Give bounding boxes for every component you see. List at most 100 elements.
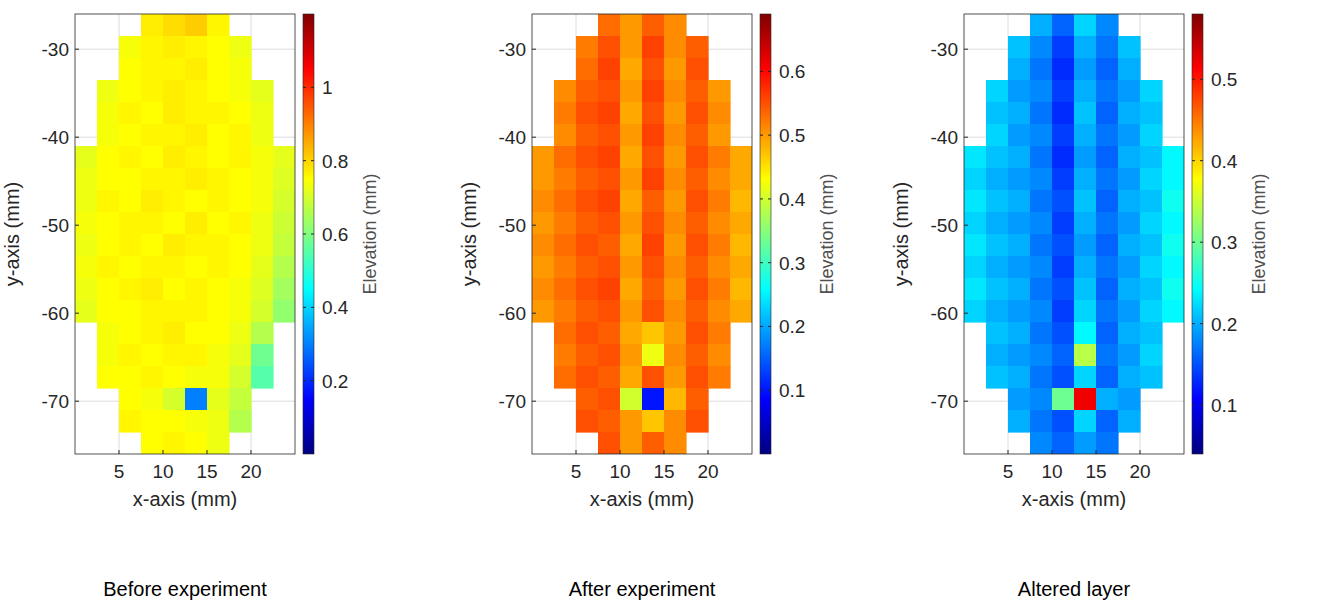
cell (207, 432, 230, 454)
cell (1118, 168, 1141, 191)
tick-label: 10 (609, 461, 630, 482)
cell (1096, 36, 1119, 59)
colorbar-tick (1192, 242, 1195, 243)
colorbar-tick (760, 71, 763, 72)
cell (686, 278, 709, 301)
cell (1118, 388, 1141, 411)
cell (1074, 190, 1097, 213)
cell (730, 278, 752, 301)
cell (532, 278, 555, 301)
cell (986, 234, 1009, 257)
cell (598, 388, 621, 411)
colorbar-tick-label: 0.3 (1211, 232, 1237, 253)
colorbar-tick (303, 307, 306, 308)
tick (620, 450, 621, 454)
cell (986, 168, 1009, 191)
axis-title: x-axis (mm) (133, 488, 237, 510)
tick-label: -70 (931, 391, 958, 412)
cell (75, 256, 98, 279)
cell (1030, 80, 1053, 103)
cell (686, 146, 709, 169)
cell (554, 190, 577, 213)
cell (163, 432, 186, 454)
tick (964, 225, 968, 226)
cell (1008, 190, 1031, 213)
cell (708, 146, 731, 169)
cell (1030, 36, 1053, 59)
cell (730, 300, 752, 323)
cell (554, 278, 577, 301)
cell (1096, 432, 1119, 454)
cell (163, 168, 186, 191)
cell (97, 168, 120, 191)
cell (251, 366, 274, 389)
cell (642, 14, 665, 37)
cell (730, 146, 752, 169)
cell (1074, 366, 1097, 389)
cell (1030, 168, 1053, 191)
tick (964, 49, 968, 50)
cell (532, 234, 555, 257)
colorbar-tick (1200, 242, 1203, 243)
cell (119, 344, 142, 367)
cell (229, 366, 252, 389)
cell (185, 190, 208, 213)
cell (686, 322, 709, 345)
cell (1140, 80, 1163, 103)
cell (664, 322, 687, 345)
cell (97, 146, 120, 169)
cell (1140, 300, 1163, 323)
tick (708, 450, 709, 454)
cell (1118, 322, 1141, 345)
cell (185, 168, 208, 191)
cell (1008, 278, 1031, 301)
tick (207, 450, 208, 454)
cell (1008, 234, 1031, 257)
cell (1162, 278, 1184, 301)
axis-title: y-axis (mm) (890, 182, 912, 286)
panel-caption: Before experiment (103, 578, 267, 600)
tick (576, 450, 577, 454)
colorbar-tick (311, 87, 314, 88)
cell (664, 58, 687, 81)
cell (664, 102, 687, 125)
colorbar-tick (768, 262, 771, 263)
cell (207, 102, 230, 125)
cell (1096, 58, 1119, 81)
tick-label: -50 (499, 215, 526, 236)
cell (163, 234, 186, 257)
cell (1030, 278, 1053, 301)
cell (141, 300, 164, 323)
cell (1140, 322, 1163, 345)
axes-frame (532, 14, 752, 454)
cell (686, 366, 709, 389)
cell (229, 278, 252, 301)
cell (1140, 278, 1163, 301)
colorbar-tick (303, 87, 306, 88)
cell (730, 212, 752, 235)
cell (620, 212, 643, 235)
colorbar-tick (1200, 79, 1203, 80)
cell (1074, 168, 1097, 191)
cell (986, 80, 1009, 103)
cell (1140, 124, 1163, 147)
cell (141, 256, 164, 279)
colorbar-tick (311, 160, 314, 161)
cell (119, 146, 142, 169)
cell (642, 344, 665, 367)
tick (964, 137, 968, 138)
cell (620, 388, 643, 411)
cell (664, 14, 687, 37)
cell (642, 80, 665, 103)
cell (229, 80, 252, 103)
cell (664, 388, 687, 411)
cell (141, 388, 164, 411)
cell (97, 124, 120, 147)
cell (730, 168, 752, 191)
cell (1052, 58, 1075, 81)
cell (119, 300, 142, 323)
cell (163, 146, 186, 169)
tick (964, 313, 968, 314)
cell (708, 168, 731, 191)
cell (686, 410, 709, 433)
